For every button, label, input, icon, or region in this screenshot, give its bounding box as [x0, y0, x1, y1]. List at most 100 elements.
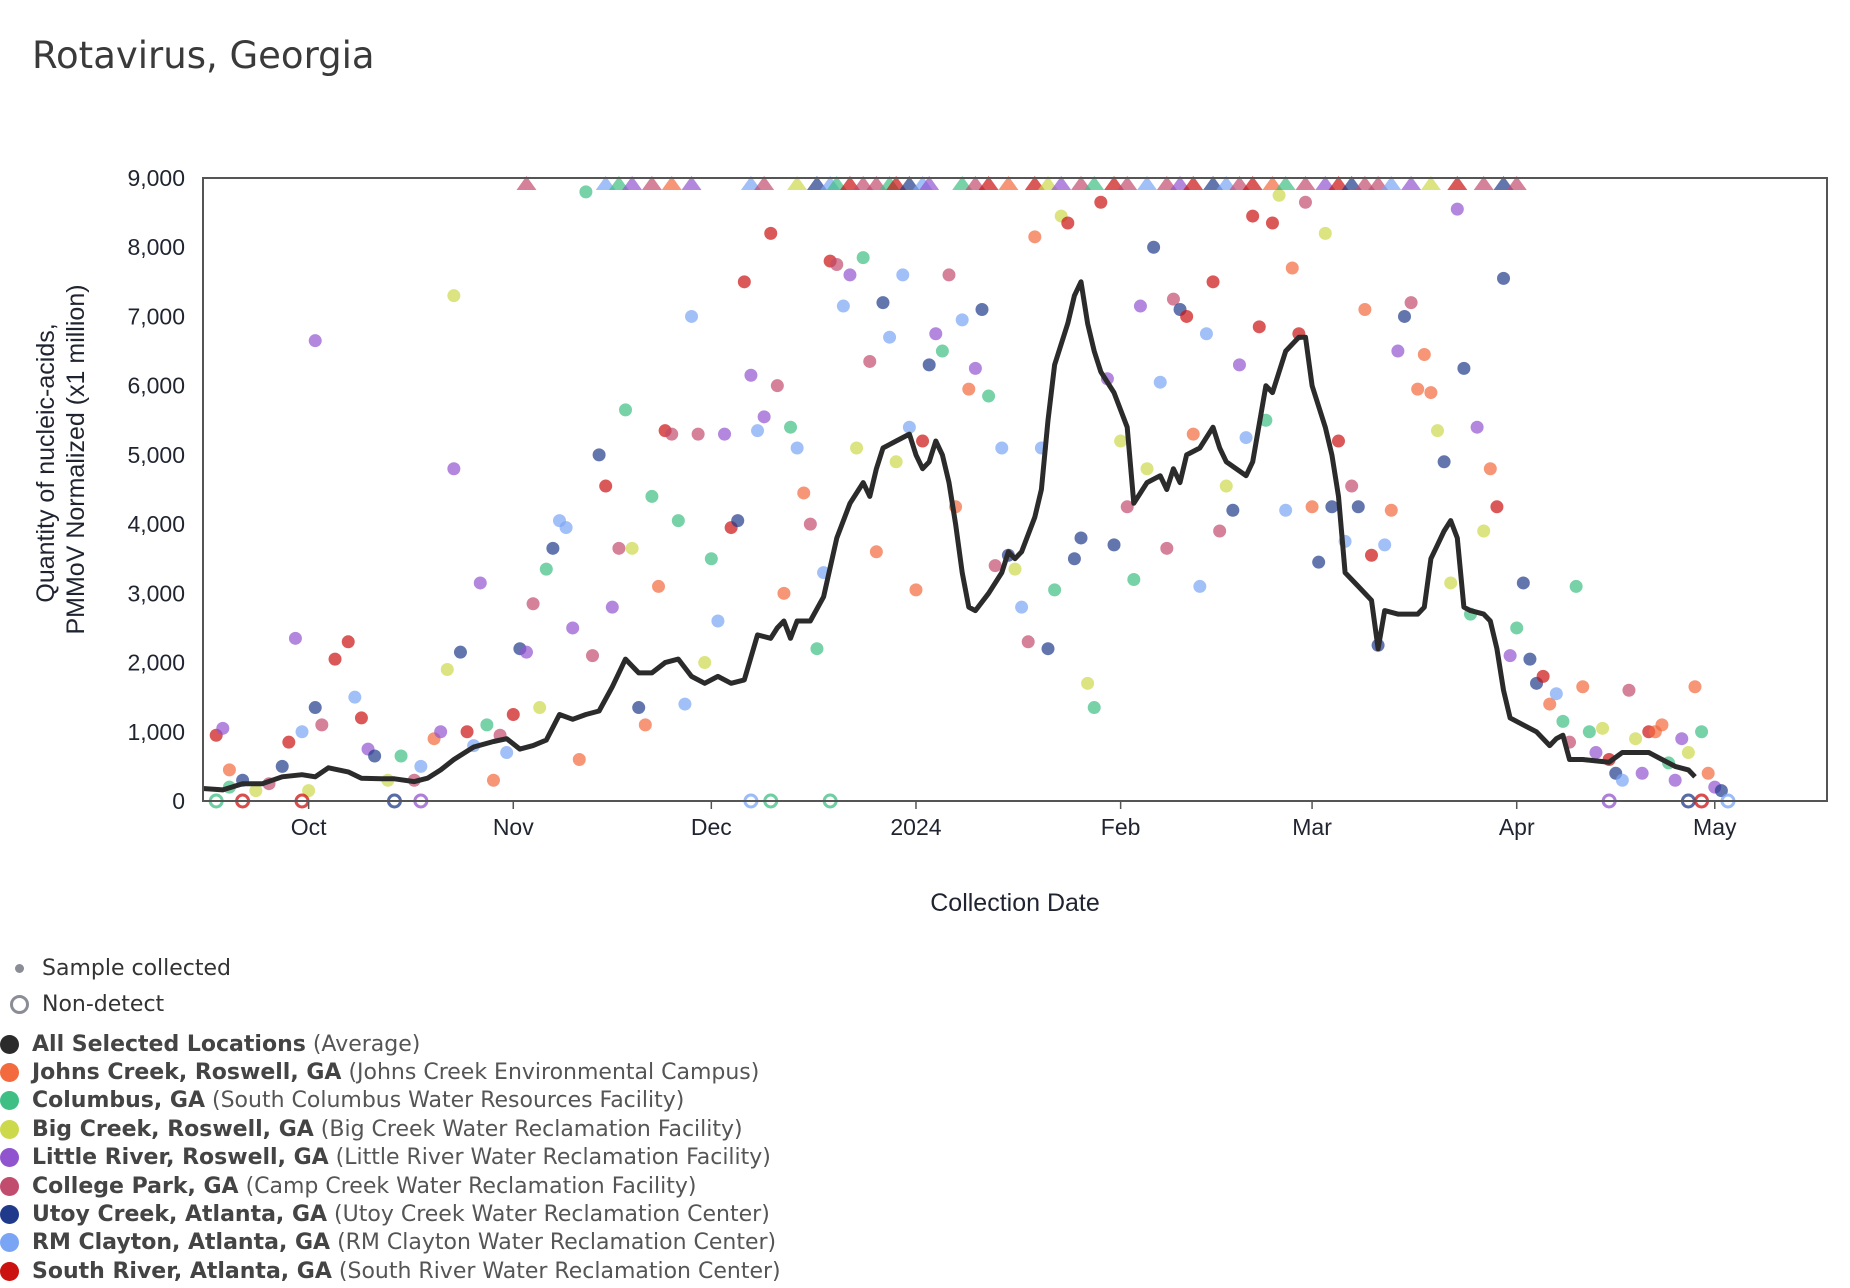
- sample-point: [744, 368, 758, 382]
- sample-point: [803, 517, 817, 531]
- sample-point: [1272, 188, 1286, 202]
- sample-point: [1252, 320, 1266, 334]
- sample-point: [1470, 420, 1484, 434]
- sample-point: [1582, 725, 1596, 739]
- legend-non-detect[interactable]: Non-detect: [0, 986, 231, 1022]
- over-max-marker: [1203, 176, 1224, 190]
- sample-point: [784, 420, 798, 434]
- over-max-marker: [1447, 176, 1468, 190]
- sample-point: [1523, 652, 1537, 666]
- sample-point: [1668, 773, 1682, 787]
- sample-point: [625, 541, 639, 555]
- sample-point: [222, 763, 236, 777]
- y-tick-label: 9,000: [127, 165, 185, 191]
- sample-point: [1166, 292, 1180, 306]
- sample-point: [922, 358, 936, 372]
- sample-point: [909, 583, 923, 597]
- plot-frame: [202, 177, 1828, 802]
- legend-item-location[interactable]: College Park, GA (Camp Creek Water Recla…: [0, 1172, 781, 1200]
- sample-point: [1285, 261, 1299, 275]
- sample-point: [1239, 431, 1253, 445]
- location-color-dot-icon: [0, 1176, 19, 1196]
- over-max-marker: [1341, 176, 1362, 190]
- sample-point: [1193, 579, 1207, 593]
- sample-point: [955, 313, 969, 327]
- sample-point: [1417, 348, 1431, 362]
- sample-point: [216, 721, 230, 735]
- over-max-marker: [866, 176, 887, 190]
- legend-item-location[interactable]: Johns Creek, Roswell, GA (Johns Creek En…: [0, 1058, 781, 1086]
- x-tick-label: Nov: [493, 814, 534, 840]
- over-max-marker: [516, 176, 537, 190]
- sample-point: [559, 521, 573, 535]
- sample-point: [486, 773, 500, 787]
- sample-point: [302, 784, 316, 798]
- sample-point: [902, 420, 916, 434]
- over-max-marker: [1229, 176, 1250, 190]
- over-max-marker: [595, 176, 616, 190]
- y-tick-label: 2,000: [127, 650, 185, 676]
- sample-point: [1569, 579, 1583, 593]
- over-max-marker: [1420, 176, 1441, 190]
- sample-point: [757, 410, 771, 424]
- legend-item-location[interactable]: Utoy Creek, Atlanta, GA (Utoy Creek Wate…: [0, 1200, 781, 1228]
- over-max-marker: [1368, 176, 1389, 190]
- y-axis-title-line-1: Quantity of nucleic-acids,: [32, 323, 60, 602]
- sample-point: [975, 303, 989, 317]
- sample-point: [1094, 195, 1108, 209]
- sample-point: [506, 707, 520, 721]
- over-max-marker: [853, 176, 874, 190]
- sample-point: [348, 690, 362, 704]
- legend-item-location[interactable]: Big Creek, Roswell, GA (Big Creek Water …: [0, 1115, 781, 1143]
- sample-point: [1127, 572, 1141, 586]
- location-name: South River, Atlanta, GA: [32, 1258, 332, 1284]
- y-tick-label: 7,000: [127, 303, 185, 329]
- sample-point: [1549, 687, 1563, 701]
- sample-point: [962, 382, 976, 396]
- over-max-marker: [641, 176, 662, 190]
- over-max-marker: [899, 176, 920, 190]
- legend-item-average[interactable]: All Selected Locations (Average): [0, 1030, 781, 1058]
- over-max-marker: [1473, 176, 1494, 190]
- legend-sample-label: Sample collected: [42, 955, 232, 981]
- legend-item-location[interactable]: South River, Atlanta, GA (South River Wa…: [0, 1257, 781, 1285]
- legend-sample-collected[interactable]: Sample collected: [0, 950, 231, 986]
- sample-point: [751, 424, 765, 438]
- sample-point: [638, 718, 652, 732]
- sample-point: [1048, 583, 1062, 597]
- sample-point: [341, 635, 355, 649]
- sample-point: [1622, 683, 1636, 697]
- sample-point: [916, 434, 930, 448]
- legend-item-location[interactable]: Little River, Roswell, GA (Little River …: [0, 1144, 781, 1172]
- sample-point: [288, 631, 302, 645]
- sample-point: [718, 427, 732, 441]
- over-max-marker: [1038, 176, 1059, 190]
- sample-point: [843, 268, 857, 282]
- sample-point: [500, 746, 514, 760]
- location-color-dot-icon: [0, 1233, 19, 1253]
- sample-point: [1265, 216, 1279, 230]
- sample-point: [790, 441, 804, 455]
- sample-point: [1477, 524, 1491, 538]
- sample-point: [1028, 230, 1042, 244]
- sample-point: [1133, 299, 1147, 313]
- chart-canvas[interactable]: 0 1,000 2,000 3,000 4,000 5,000 6,000 7,000 8,00…: [0, 0, 1850, 940]
- sample-point: [533, 701, 547, 715]
- location-facility: (Little River Water Reclamation Facility…: [335, 1145, 771, 1171]
- location-name: RM Clayton, Atlanta, GA: [32, 1230, 331, 1256]
- sample-point: [1629, 732, 1643, 746]
- sample-point: [1226, 503, 1240, 517]
- over-max-marker: [839, 176, 860, 190]
- sample-point: [1345, 479, 1359, 493]
- sample-point: [645, 489, 659, 503]
- over-max-marker: [608, 176, 629, 190]
- sample-point: [1695, 725, 1709, 739]
- legend-item-location[interactable]: Columbus, GA (South Columbus Water Resou…: [0, 1087, 781, 1115]
- y-axis-title-line-2: PMMoV Normalized (x1 million): [62, 284, 90, 634]
- legend-item-location[interactable]: RM Clayton, Atlanta, GA (RM Clayton Wate…: [0, 1229, 781, 1257]
- y-tick-label: 0: [172, 788, 185, 814]
- sample-point: [1457, 361, 1471, 375]
- sample-point: [460, 725, 474, 739]
- sample-point: [605, 600, 619, 614]
- sample-point: [810, 642, 824, 656]
